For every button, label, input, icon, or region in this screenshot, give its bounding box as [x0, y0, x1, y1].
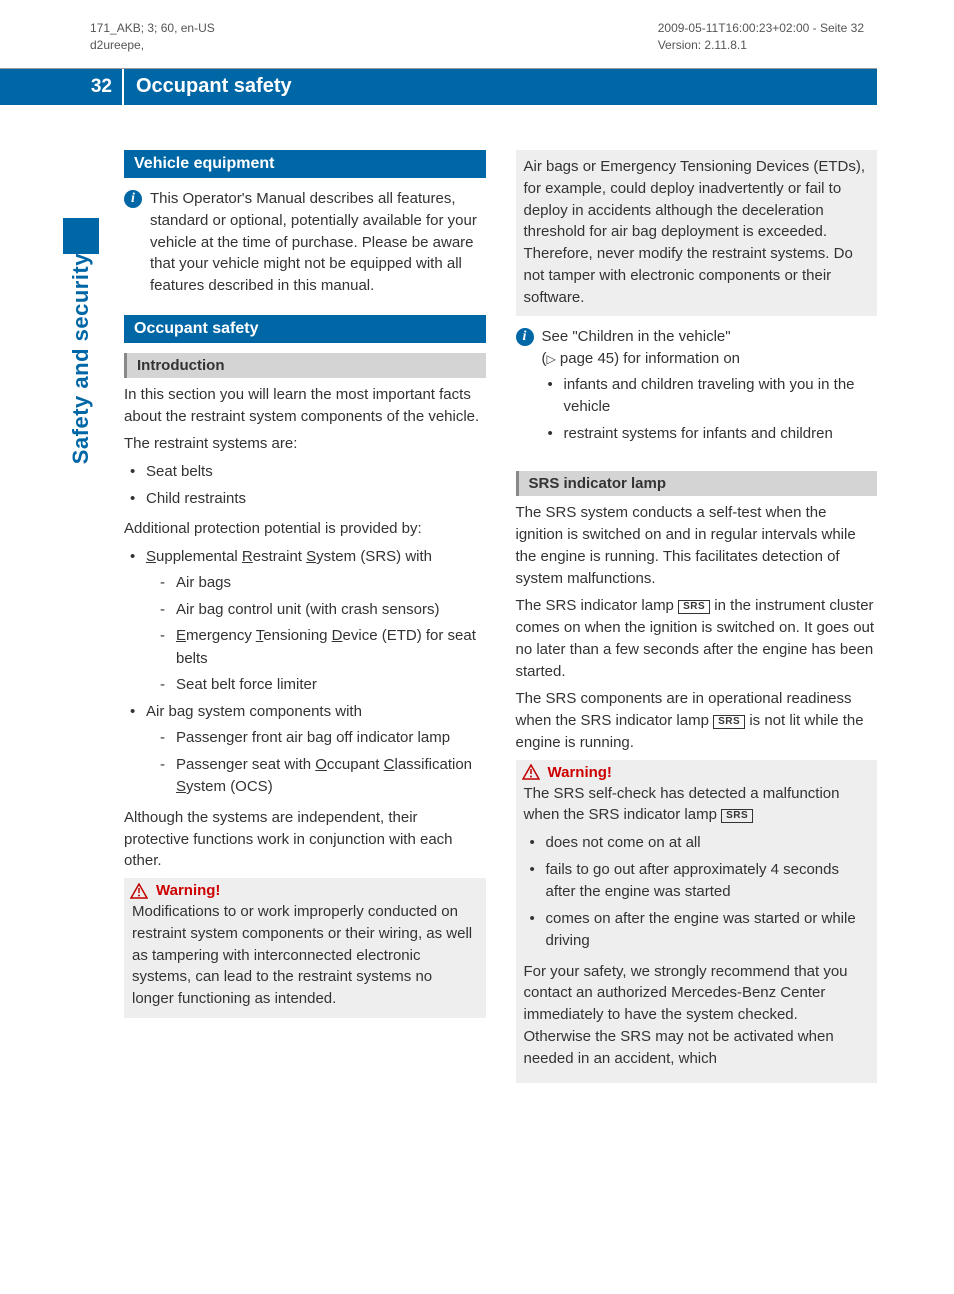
paragraph: Although the systems are independent, th…: [124, 807, 486, 872]
paragraph: Additional protection potential is provi…: [124, 518, 486, 540]
warning-title: Warning!: [156, 882, 220, 899]
meta-line: d2ureepe,: [90, 37, 215, 54]
warning-box: Warning! Modifications to or work improp…: [124, 878, 486, 1018]
info-text: This Operator's Manual describes all fea…: [150, 188, 486, 297]
list-item: Seat belt force limiter: [160, 674, 486, 697]
dash-list: Air bags Air bag control unit (with cras…: [146, 572, 486, 697]
text: Passenger seat with: [176, 756, 315, 773]
list-item: Supplemental Restraint System (SRS) with…: [130, 546, 486, 697]
list-item: comes on after the engine was started or…: [530, 908, 870, 953]
text: Air bag system components with: [146, 703, 362, 720]
section-side-label: Safety and security: [68, 253, 94, 464]
paragraph: The SRS self-check has detected a malfun…: [524, 783, 870, 827]
header-left: 171_AKB; 3; 60, en-US d2ureepe,: [90, 20, 215, 54]
warning-header: Warning!: [124, 878, 486, 901]
meta-line: Version: 2.11.8.1: [658, 37, 864, 54]
warning-icon: [522, 764, 540, 780]
text: ccupant: [327, 756, 384, 773]
text: mergency: [186, 627, 256, 644]
list-item: Seat belts: [130, 461, 486, 484]
content-area: Vehicle equipment i This Operator's Manu…: [124, 150, 877, 1083]
bullet-list: Seat belts Child restraints: [124, 461, 486, 510]
text: page 45) for information on: [556, 350, 740, 367]
page-title: Occupant safety: [124, 69, 877, 105]
bullet-list: does not come on at all fails to go out …: [524, 832, 870, 953]
underline: S: [306, 548, 316, 565]
text: See "Children in the vehicle": [542, 328, 731, 345]
text: upplemental: [156, 548, 242, 565]
gray-continuation-box: Air bags or Emergency Tensioning Devices…: [516, 150, 878, 316]
underline: S: [146, 548, 156, 565]
paragraph: The SRS indicator lamp SRS in the instru…: [516, 595, 878, 682]
page-ref-icon: ▷: [547, 352, 556, 366]
srs-indicator-icon: SRS: [713, 715, 745, 729]
paragraph: For your safety, we strongly recommend t…: [524, 961, 870, 1070]
warning-body: The SRS self-check has detected a malfun…: [516, 783, 878, 1070]
text: estraint: [253, 548, 306, 565]
warning-header: Warning!: [516, 760, 878, 783]
warning-icon: [130, 883, 148, 899]
dash-list: Passenger front air bag off indicator la…: [146, 727, 486, 799]
header-metadata: 171_AKB; 3; 60, en-US d2ureepe, 2009-05-…: [0, 0, 954, 54]
paragraph: In this section you will learn the most …: [124, 384, 486, 428]
info-note: i See "Children in the vehicle" (▷ page …: [516, 326, 878, 453]
warning-box: Warning! The SRS self-check has detected…: [516, 760, 878, 1084]
text: ystem (SRS) with: [316, 548, 432, 565]
info-icon: i: [124, 190, 142, 208]
meta-line: 171_AKB; 3; 60, en-US: [90, 20, 215, 37]
section-heading: Vehicle equipment: [124, 150, 486, 178]
list-item: infants and children traveling with you …: [548, 374, 878, 419]
paragraph: The SRS system conducts a self-test when…: [516, 502, 878, 589]
subsection-heading: Introduction: [124, 353, 486, 378]
text: The SRS self-check has detected a malfun…: [524, 785, 840, 824]
underline: R: [242, 548, 253, 565]
info-note: i This Operator's Manual describes all f…: [124, 188, 486, 297]
text: The SRS indicator lamp: [516, 597, 679, 614]
warning-body: Modifications to or work improperly cond…: [124, 901, 486, 1010]
list-item: Air bag system components with Passenger…: [130, 701, 486, 799]
srs-indicator-icon: SRS: [721, 809, 753, 823]
list-item: Emergency Tensioning Device (ETD) for se…: [160, 625, 486, 670]
bullet-list: infants and children traveling with you …: [542, 374, 878, 446]
meta-line: 2009-05-11T16:00:23+02:00 - Seite 32: [658, 20, 864, 37]
info-text: See "Children in the vehicle" (▷ page 45…: [542, 326, 878, 453]
underline: D: [332, 627, 343, 644]
paragraph: The SRS components are in operational re…: [516, 688, 878, 753]
subsection-heading: SRS indicator lamp: [516, 471, 878, 496]
text: lassification: [394, 756, 472, 773]
underline: S: [176, 778, 186, 795]
list-item: fails to go out after approximately 4 se…: [530, 859, 870, 904]
section-heading: Occupant safety: [124, 315, 486, 343]
list-item: Air bags: [160, 572, 486, 595]
list-item: Passenger seat with Occupant Classificat…: [160, 754, 486, 799]
info-icon: i: [516, 328, 534, 346]
right-column: Air bags or Emergency Tensioning Devices…: [516, 150, 878, 1083]
list-item: Passenger front air bag off indicator la…: [160, 727, 486, 750]
list-item: does not come on at all: [530, 832, 870, 855]
warning-title: Warning!: [548, 764, 612, 781]
underline: E: [176, 627, 186, 644]
side-tab: [63, 218, 99, 254]
list-item: Air bag control unit (with crash sensors…: [160, 599, 486, 622]
underline: C: [384, 756, 395, 773]
text: ystem (OCS): [186, 778, 273, 795]
list-item: restraint systems for infants and childr…: [548, 423, 878, 446]
left-column: Vehicle equipment i This Operator's Manu…: [124, 150, 486, 1083]
paragraph: The restraint systems are:: [124, 433, 486, 455]
page-banner: 32 Occupant safety: [0, 69, 954, 105]
list-item: Child restraints: [130, 488, 486, 511]
underline: O: [315, 756, 327, 773]
header-right: 2009-05-11T16:00:23+02:00 - Seite 32 Ver…: [658, 20, 864, 54]
page-number: 32: [0, 69, 124, 105]
srs-indicator-icon: SRS: [678, 600, 710, 614]
bullet-list: Supplemental Restraint System (SRS) with…: [124, 546, 486, 799]
text: ensioning: [263, 627, 331, 644]
